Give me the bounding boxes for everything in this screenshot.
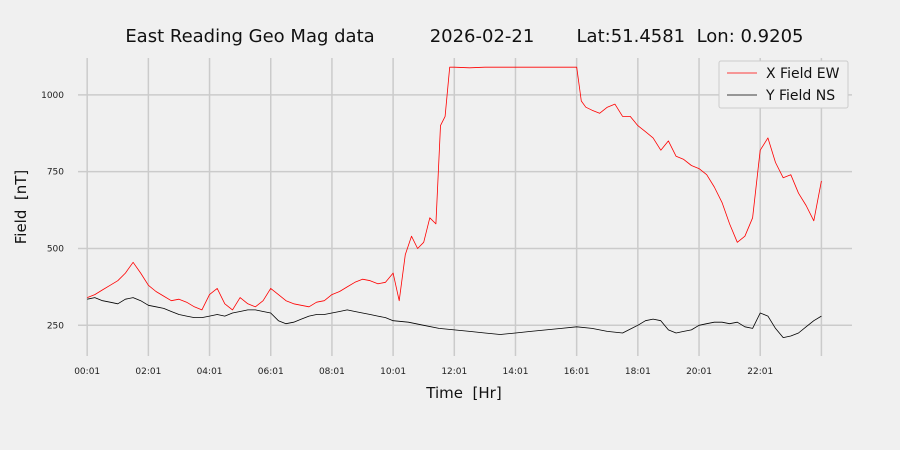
x-tick-label-10: 20:01: [686, 367, 712, 377]
y-tick-label-2: 750: [47, 168, 64, 178]
y-tick-label-0: 250: [47, 321, 64, 331]
legend-label-y-field: Y Field NS: [765, 88, 835, 104]
x-tick-label-3: 06:01: [258, 367, 284, 377]
x-axis-label: Time [Hr]: [425, 384, 501, 402]
series-layer: [87, 66, 822, 339]
y-tick-labels: 250 500 750 1000: [41, 91, 64, 331]
y-tick-label-1: 500: [47, 244, 64, 254]
x-tick-label-0: 00:01: [74, 367, 100, 377]
series-line-1: [87, 297, 822, 339]
x-tick-label-4: 08:01: [319, 367, 345, 377]
x-tick-label-8: 16:01: [564, 367, 590, 377]
x-tick-label-6: 12:01: [441, 367, 467, 377]
legend-label-x-field: X Field EW: [766, 66, 840, 82]
chart-date: 2026-02-21: [430, 26, 535, 47]
x-tick-label-5: 10:01: [380, 367, 406, 377]
x-tick-label-11: 22:01: [747, 367, 773, 377]
x-tick-label-7: 14:01: [503, 367, 529, 377]
y-axis-label: Field [nT]: [12, 170, 30, 245]
x-tick-label-9: 18:01: [625, 367, 651, 377]
x-tick-labels: 00:01 02:01 04:01 06:01 08:01 10:01 12:01 14:01…: [74, 367, 773, 377]
x-tick-label-2: 04:01: [197, 367, 223, 377]
x-tick-label-1: 02:01: [135, 367, 161, 377]
series-line-0: [87, 66, 822, 311]
chart-location: Lat:51.4581 Lon: 0.9205: [577, 26, 804, 47]
legend: X Field EW Y Field NS: [718, 60, 849, 109]
chart-title: East Reading Geo Mag data: [125, 26, 374, 47]
y-tick-label-3: 1000: [41, 91, 64, 101]
